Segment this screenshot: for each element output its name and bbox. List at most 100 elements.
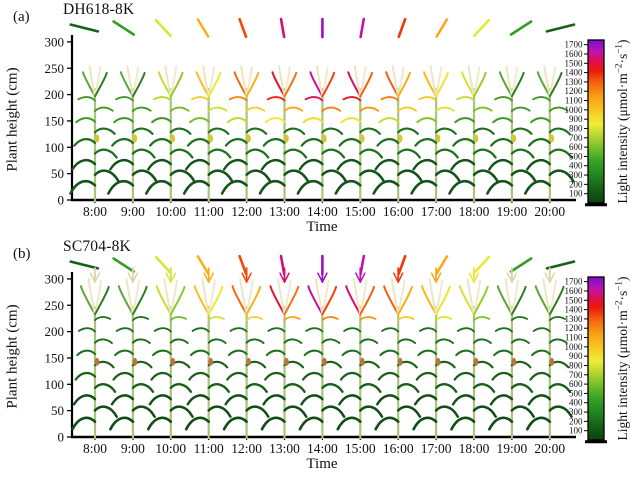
leaf: [113, 117, 134, 124]
y-tick-label: 300: [45, 271, 65, 286]
maize-plant: [184, 267, 232, 439]
leaf: [412, 158, 438, 171]
leaf: [224, 394, 248, 406]
leaf: [472, 383, 496, 394]
ear: [322, 134, 327, 143]
leaf: [473, 316, 491, 322]
leaf: [93, 169, 120, 183]
top-leaf: [359, 279, 368, 316]
top-leaf: [359, 285, 375, 316]
top-leaf: [131, 279, 140, 316]
top-leaf: [283, 279, 292, 316]
leaf: [94, 316, 112, 322]
ear: [170, 357, 176, 366]
leaf: [283, 127, 306, 135]
leaf: [267, 327, 286, 333]
leaf: [131, 127, 154, 135]
colorbar-tick-label: 1000: [565, 105, 584, 115]
leaf: [229, 327, 248, 333]
leaf: [93, 127, 116, 135]
leaf: [94, 338, 113, 344]
leaf: [245, 169, 272, 183]
colorbar-tick-label: 300: [569, 407, 583, 417]
sun-ray: [279, 17, 286, 39]
top-leaf: [542, 278, 551, 316]
panel-b: 0 50 100 150 200 250 300 8:00 9:00 10:00 11:00 12:0…: [45, 254, 607, 456]
top-leaf: [548, 71, 563, 98]
leaf: [75, 117, 96, 124]
colorbar-tick-label: 100: [569, 426, 583, 436]
tassel: [359, 272, 366, 283]
leaf: [321, 106, 342, 113]
leaf: [374, 416, 400, 431]
colorbar-tick-label: 1000: [565, 342, 584, 352]
leaf: [548, 316, 567, 322]
tassel: [430, 272, 437, 283]
tassel: [549, 272, 556, 283]
tassel: [317, 272, 324, 283]
x-tick-label: 19:00: [497, 441, 528, 456]
leaf: [245, 383, 268, 394]
leaf: [76, 349, 97, 357]
leaf: [417, 349, 438, 357]
leaf: [376, 394, 400, 406]
maize-plant: [448, 65, 499, 202]
colorbar: [587, 276, 605, 441]
leaf: [188, 371, 210, 381]
tassel: [94, 272, 101, 283]
leaf: [207, 316, 225, 322]
leaf: [93, 383, 117, 394]
leaf: [493, 349, 513, 357]
tassel: [355, 272, 362, 283]
leaf: [451, 394, 476, 406]
leaf: [207, 106, 228, 113]
top-leaf: [390, 278, 400, 316]
colorbar-title-sup: −2: [613, 300, 624, 311]
top-leaf: [240, 65, 248, 98]
colorbar-title-text: ): [615, 39, 630, 45]
colorbar-tick-label: 1700: [565, 40, 584, 50]
top-leaf: [163, 278, 172, 316]
ear: [284, 134, 289, 143]
colorbar-tick-label: 900: [569, 351, 583, 361]
leaf: [114, 349, 134, 357]
colorbar-tick-label: 600: [569, 142, 583, 152]
colorbar: [587, 39, 605, 204]
leaf: [336, 158, 362, 171]
leaf: [224, 138, 248, 147]
maize-plant: [410, 65, 461, 202]
colorbar-tick-label: 1500: [565, 295, 584, 305]
top-leaf: [353, 65, 362, 98]
x-tick-label: 18:00: [459, 441, 490, 456]
leaf: [397, 338, 417, 344]
panel-a: 0 50 100 150 200 250 300 8:00 9:00 10:00 11:00 12:0…: [45, 17, 607, 219]
leaf: [207, 169, 234, 183]
top-leaf: [88, 65, 96, 98]
x-tick-label: 13:00: [269, 441, 300, 456]
ear: [435, 357, 441, 366]
leaf: [338, 138, 362, 147]
leaf: [153, 96, 172, 102]
ear: [549, 357, 555, 366]
ear: [360, 357, 365, 366]
leaf: [188, 117, 210, 124]
leaf: [450, 158, 476, 171]
leaf: [473, 338, 492, 344]
leaf: [147, 158, 172, 171]
leaf: [381, 327, 400, 333]
sun-ray: [112, 20, 136, 36]
leaf: [245, 405, 270, 418]
top-leaf: [193, 285, 210, 316]
ear: [94, 134, 100, 143]
colorbar-title-text: ·s: [615, 53, 630, 64]
x-tick-label: 9:00: [121, 441, 145, 456]
leaf: [189, 349, 210, 357]
leaf: [321, 127, 344, 135]
leaf: [184, 158, 210, 171]
x-tick-label: 10:00: [155, 204, 186, 219]
sun-ray: [69, 260, 100, 270]
top-leaf: [126, 65, 134, 98]
colorbar-tick-label: 1700: [565, 277, 584, 287]
x-tick-label: 8:00: [83, 204, 107, 219]
